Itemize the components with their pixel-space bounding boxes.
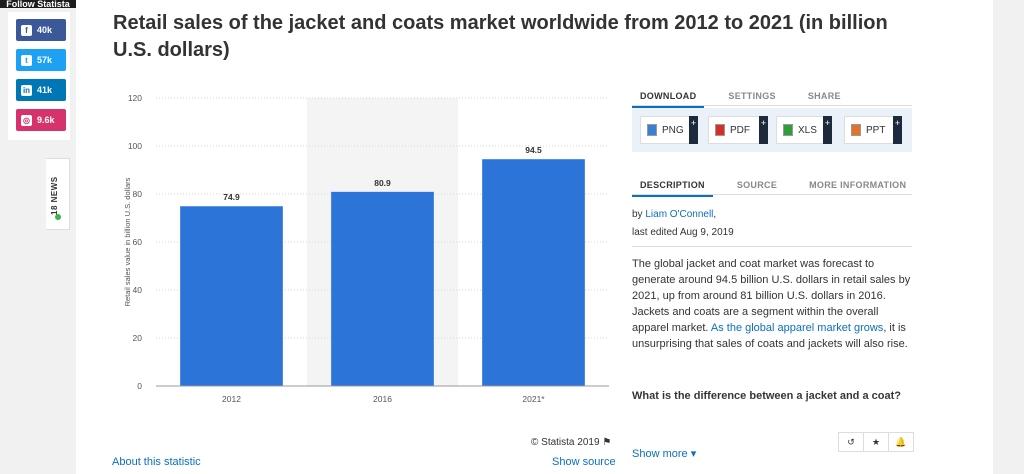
y-tick-label: 20	[133, 333, 143, 343]
byline-divider	[632, 246, 912, 247]
y-tick-label: 40	[133, 285, 143, 295]
bar	[180, 206, 283, 386]
instagram-follow-button[interactable]: ◎ 9.6k	[16, 109, 66, 131]
twitter-follow-button[interactable]: t 57k	[16, 49, 66, 71]
bar-chart: 0 20 40 60 80 100 120 Retail sales value in bil…	[123, 93, 609, 404]
x-tick-label: 2021*	[522, 394, 545, 404]
instagram-icon: ◎	[21, 114, 32, 126]
caret-down-icon: ▾	[690, 448, 697, 460]
download-tabs: DOWNLOAD SETTINGS SHARE	[632, 88, 849, 108]
statistic-tools: ↺ ★ 🔔	[838, 432, 914, 452]
y-axis-label: Retail sales value in billion U.S. dolla…	[123, 177, 132, 306]
linkedin-follow-button[interactable]: in 41k	[16, 79, 66, 101]
twitter-follower-count: 57k	[37, 55, 53, 65]
page-title: Retail sales of the jacket and coats mar…	[113, 12, 888, 61]
history-icon[interactable]: ↺	[839, 433, 864, 451]
twitter-icon: t	[21, 54, 32, 66]
plus-icon[interactable]: +	[689, 116, 698, 144]
show-more-link[interactable]: Show more ▾	[632, 448, 697, 460]
linkedin-icon: in	[21, 84, 32, 96]
download-png-button[interactable]: PNG +	[640, 116, 698, 144]
description-text: The global jacket and coat market was fo…	[632, 258, 911, 350]
tab-share[interactable]: SHARE	[807, 91, 841, 101]
tab-source[interactable]: SOURCE	[736, 180, 778, 190]
y-tick-label: 100	[128, 141, 142, 151]
instagram-follower-count: 9.6k	[37, 115, 55, 125]
facebook-follow-button[interactable]: f 40k	[16, 19, 66, 41]
x-tick-label: 2012	[222, 394, 241, 404]
tab-divider	[632, 194, 912, 195]
download-format-label: XLS	[798, 124, 817, 136]
download-pdf-button[interactable]: PDF +	[708, 116, 768, 144]
tab-description[interactable]: DESCRIPTION	[632, 177, 713, 197]
y-tick-label: 0	[137, 381, 142, 391]
bar-value-label: 80.9	[374, 178, 391, 188]
ppt-file-icon	[851, 124, 861, 136]
pdf-file-icon	[715, 124, 725, 136]
bar	[331, 191, 434, 386]
info-tabs: DESCRIPTION SOURCE MORE INFORMATION	[632, 177, 914, 197]
png-file-icon	[647, 124, 657, 136]
download-options: PNG + PDF + XLS + PPT +	[632, 108, 912, 152]
plus-icon[interactable]: +	[823, 116, 832, 144]
plus-icon[interactable]: +	[893, 116, 902, 144]
tab-more-information[interactable]: MORE INFORMATION	[809, 180, 907, 190]
y-tick-label: 60	[133, 237, 143, 247]
download-ppt-button[interactable]: PPT +	[844, 116, 902, 144]
statistic-card: Retail sales of the jacket and coats mar…	[76, 0, 993, 474]
show-source-link[interactable]: Show source	[552, 456, 616, 468]
facebook-follower-count: 40k	[37, 25, 53, 35]
bar	[482, 159, 585, 386]
bell-icon[interactable]: 🔔	[895, 437, 907, 447]
social-panel: f 40k t 57k in 41k ◎ 9.6k	[8, 12, 70, 140]
tab-divider	[632, 105, 912, 106]
download-xls-button[interactable]: XLS +	[776, 116, 832, 144]
follow-statista-tab: Follow Statista	[0, 0, 76, 8]
y-tick-label: 80	[133, 189, 143, 199]
flag-icon: ⚑	[602, 437, 612, 448]
apparel-market-link[interactable]: As the global apparel market grows	[710, 322, 884, 334]
plus-icon[interactable]: +	[759, 116, 768, 144]
linkedin-follower-count: 41k	[37, 85, 53, 95]
news-tab[interactable]: 18 NEWS	[46, 158, 70, 230]
news-tab-label: 18 NEWS	[50, 176, 59, 215]
x-tick-label: 2016	[373, 394, 392, 404]
copyright-notice: © Statista 2019 ⚑	[531, 437, 612, 448]
bar-value-label: 74.9	[223, 192, 240, 202]
facebook-icon: f	[21, 24, 32, 36]
text-fade	[632, 396, 914, 426]
download-format-label: PPT	[866, 124, 886, 136]
star-icon[interactable]: ★	[864, 433, 889, 451]
download-format-label: PNG	[662, 124, 684, 136]
author-link[interactable]: Liam O'Connell	[645, 209, 714, 220]
about-statistic-link[interactable]: About this statistic	[112, 456, 201, 468]
y-tick-label: 120	[128, 93, 142, 103]
bar-value-label: 94.5	[525, 145, 542, 155]
page-scrollbar[interactable]	[1012, 0, 1024, 474]
news-status-dot	[55, 214, 61, 220]
xls-file-icon	[783, 124, 793, 136]
tab-download[interactable]: DOWNLOAD	[632, 88, 705, 108]
last-edited: last edited Aug 9, 2019	[632, 227, 734, 238]
tab-settings[interactable]: SETTINGS	[728, 91, 776, 101]
author-line: by Liam O'Connell,	[632, 209, 717, 220]
download-format-label: PDF	[730, 124, 750, 136]
